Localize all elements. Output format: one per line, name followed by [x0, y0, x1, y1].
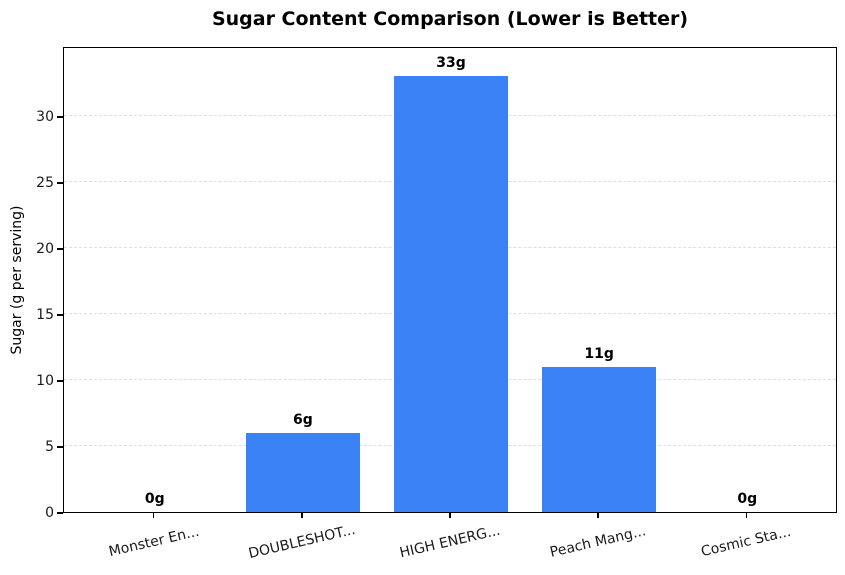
y-axis-tick — [57, 116, 63, 118]
x-tick-label: HIGH ENERG... — [398, 522, 502, 562]
x-tick-label: Cosmic Sta... — [699, 523, 793, 561]
y-axis-tick — [57, 314, 63, 316]
y-tick-label: 15 — [36, 306, 54, 323]
y-axis-tick — [57, 512, 63, 514]
y-tick-label: 0 — [45, 505, 54, 521]
bar — [542, 366, 657, 512]
bar-value-label: 0g — [737, 491, 758, 507]
x-axis-tick — [745, 513, 748, 518]
x-axis-tick — [449, 513, 451, 518]
y-axis-tick — [57, 248, 63, 250]
x-axis-tick — [597, 513, 599, 518]
y-tick-label: 10 — [36, 372, 54, 389]
plot-area: 0g 6g 33g 11g 0g — [63, 47, 837, 513]
bar-value-label: 6g — [292, 411, 313, 428]
bar — [393, 76, 509, 512]
x-tick-label: Peach Mang... — [548, 523, 648, 561]
x-axis-tick — [152, 513, 155, 518]
x-tick-label: Monster En... — [106, 523, 201, 561]
y-axis-tick — [57, 380, 63, 382]
x-tick-label: DOUBLESHOT... — [246, 521, 357, 563]
y-axis-title: Sugar (g per serving) — [9, 205, 25, 355]
y-axis-tick — [57, 182, 63, 184]
y-tick-label: 5 — [45, 438, 54, 455]
y-tick-label: 25 — [36, 174, 54, 191]
bar-value-label: 11g — [584, 345, 614, 362]
y-tick-label: 20 — [36, 240, 54, 257]
y-axis-tick — [57, 446, 63, 448]
y-tick-label: 30 — [36, 108, 54, 125]
chart-title: Sugar Content Comparison (Lower is Bette… — [211, 8, 689, 30]
bar — [245, 432, 360, 512]
bar-value-label: 33g — [436, 55, 466, 72]
x-axis-tick — [301, 513, 303, 518]
bar-value-label: 0g — [144, 491, 165, 507]
